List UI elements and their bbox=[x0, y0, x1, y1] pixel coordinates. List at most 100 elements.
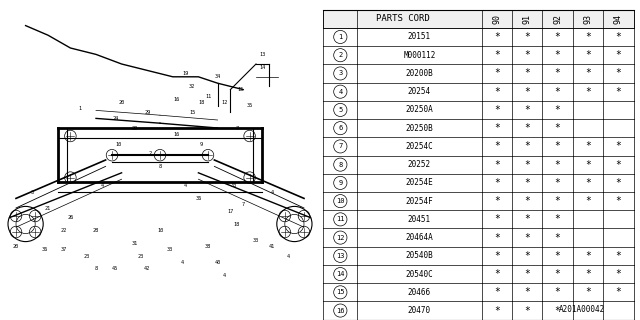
Text: 22: 22 bbox=[61, 228, 67, 233]
Text: 3: 3 bbox=[338, 70, 342, 76]
Text: *: * bbox=[585, 68, 591, 78]
Text: 35: 35 bbox=[246, 103, 253, 108]
Text: 94: 94 bbox=[614, 14, 623, 24]
Text: 33: 33 bbox=[230, 183, 237, 188]
Text: *: * bbox=[494, 287, 500, 297]
Text: 23: 23 bbox=[138, 253, 144, 259]
Text: *: * bbox=[524, 233, 530, 243]
Text: 20254C: 20254C bbox=[406, 142, 433, 151]
Text: 91: 91 bbox=[523, 14, 532, 24]
Text: 8: 8 bbox=[338, 162, 342, 168]
Text: 15: 15 bbox=[336, 289, 344, 295]
Text: 20451: 20451 bbox=[408, 215, 431, 224]
Text: *: * bbox=[616, 196, 621, 206]
Text: 33: 33 bbox=[253, 237, 259, 243]
Text: 36: 36 bbox=[42, 247, 48, 252]
Text: 15: 15 bbox=[237, 87, 243, 92]
Text: *: * bbox=[524, 141, 530, 151]
Text: M000112: M000112 bbox=[403, 51, 436, 60]
Text: 24: 24 bbox=[112, 116, 118, 121]
Text: 14: 14 bbox=[259, 65, 266, 70]
Text: 4: 4 bbox=[181, 260, 184, 265]
Text: 15: 15 bbox=[189, 109, 195, 115]
Text: 18: 18 bbox=[198, 100, 205, 105]
Text: *: * bbox=[555, 214, 561, 224]
Text: *: * bbox=[585, 287, 591, 297]
Text: *: * bbox=[585, 269, 591, 279]
Text: 31: 31 bbox=[131, 241, 138, 246]
Text: 20200B: 20200B bbox=[406, 69, 433, 78]
Text: *: * bbox=[494, 50, 500, 60]
Text: *: * bbox=[555, 105, 561, 115]
Text: 90: 90 bbox=[492, 14, 501, 24]
Text: 37: 37 bbox=[61, 247, 67, 252]
Text: *: * bbox=[585, 87, 591, 97]
Text: 20: 20 bbox=[118, 100, 125, 105]
Text: 16: 16 bbox=[173, 97, 179, 102]
Text: *: * bbox=[555, 269, 561, 279]
Text: *: * bbox=[616, 141, 621, 151]
Text: *: * bbox=[616, 160, 621, 170]
Text: *: * bbox=[494, 123, 500, 133]
Text: 20254E: 20254E bbox=[406, 178, 433, 188]
Text: 20540C: 20540C bbox=[406, 269, 433, 279]
Text: 41: 41 bbox=[269, 244, 275, 249]
Text: 7: 7 bbox=[242, 202, 244, 207]
Text: *: * bbox=[616, 50, 621, 60]
Text: *: * bbox=[555, 160, 561, 170]
Text: *: * bbox=[524, 32, 530, 42]
Text: *: * bbox=[524, 123, 530, 133]
Text: 20466: 20466 bbox=[408, 288, 431, 297]
Text: *: * bbox=[555, 68, 561, 78]
Text: 33: 33 bbox=[166, 247, 173, 252]
Text: 36: 36 bbox=[195, 196, 202, 201]
Text: 20250A: 20250A bbox=[406, 105, 433, 115]
Text: 20464A: 20464A bbox=[406, 233, 433, 242]
Text: 20250B: 20250B bbox=[406, 124, 433, 133]
Text: 2: 2 bbox=[149, 151, 152, 156]
Text: *: * bbox=[555, 251, 561, 261]
Text: 92: 92 bbox=[553, 14, 562, 24]
Text: 13: 13 bbox=[336, 253, 344, 259]
Text: 13: 13 bbox=[259, 52, 266, 57]
Text: 20540B: 20540B bbox=[406, 251, 433, 260]
Text: 20470: 20470 bbox=[408, 306, 431, 315]
Text: *: * bbox=[524, 269, 530, 279]
Text: *: * bbox=[524, 105, 530, 115]
Text: 9: 9 bbox=[338, 180, 342, 186]
Text: *: * bbox=[524, 50, 530, 60]
Text: 26: 26 bbox=[67, 215, 74, 220]
Text: 28: 28 bbox=[93, 228, 99, 233]
Text: *: * bbox=[524, 287, 530, 297]
Text: 16: 16 bbox=[173, 132, 179, 137]
Text: 17: 17 bbox=[227, 209, 234, 214]
Text: 1: 1 bbox=[79, 106, 81, 111]
Text: 4: 4 bbox=[287, 253, 289, 259]
Text: *: * bbox=[524, 87, 530, 97]
Text: *: * bbox=[585, 160, 591, 170]
Text: *: * bbox=[555, 32, 561, 42]
Text: 40: 40 bbox=[214, 260, 221, 265]
Text: *: * bbox=[555, 306, 561, 316]
Text: *: * bbox=[555, 196, 561, 206]
Text: 2: 2 bbox=[338, 52, 342, 58]
Text: 16: 16 bbox=[336, 308, 344, 314]
Text: 93: 93 bbox=[584, 14, 593, 24]
Text: *: * bbox=[555, 178, 561, 188]
Text: *: * bbox=[494, 32, 500, 42]
Text: 10: 10 bbox=[115, 141, 122, 147]
Text: 10: 10 bbox=[157, 228, 163, 233]
Text: *: * bbox=[555, 287, 561, 297]
Text: *: * bbox=[616, 68, 621, 78]
Text: *: * bbox=[524, 214, 530, 224]
Text: *: * bbox=[585, 50, 591, 60]
Text: *: * bbox=[494, 68, 500, 78]
Text: *: * bbox=[494, 178, 500, 188]
Text: 11: 11 bbox=[336, 216, 344, 222]
Text: *: * bbox=[494, 160, 500, 170]
Text: *: * bbox=[494, 251, 500, 261]
Text: *: * bbox=[616, 32, 621, 42]
Text: 4: 4 bbox=[101, 183, 104, 188]
Text: *: * bbox=[524, 68, 530, 78]
Text: *: * bbox=[616, 251, 621, 261]
